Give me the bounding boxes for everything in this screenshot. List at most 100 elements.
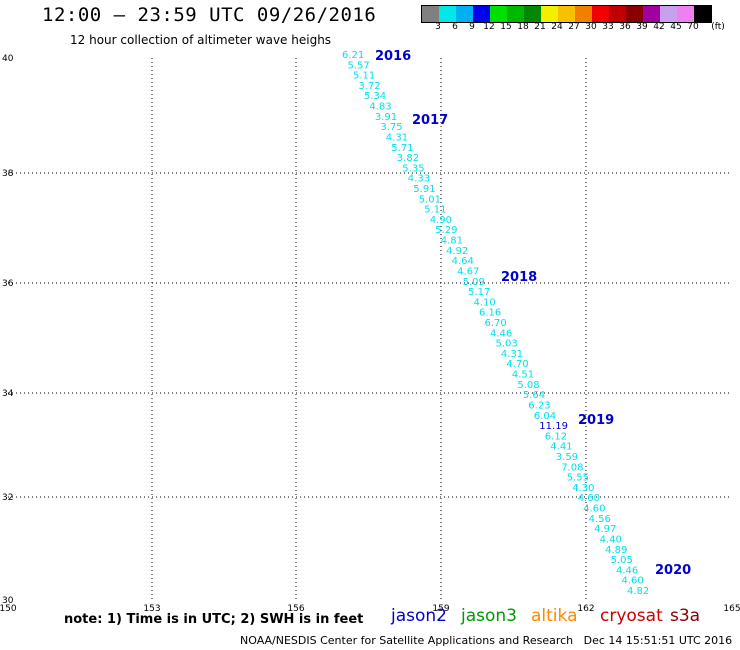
color-scale-label: 45	[670, 22, 682, 32]
longitude-tick: 162	[577, 604, 594, 614]
color-scale-unit: (ft)	[711, 22, 725, 32]
swh-value: 4.41	[550, 442, 572, 453]
latitude-tick: 38	[2, 169, 14, 179]
swh-value: 4.83	[369, 102, 391, 113]
satellite-legend-item: s3a	[670, 606, 701, 626]
swh-value: 3.59	[556, 452, 578, 463]
color-scale-label: 70	[687, 22, 699, 32]
swh-value: 6.70	[485, 318, 507, 329]
longitude-tick: 153	[143, 604, 160, 614]
satellite-legend-item: cryosat	[600, 606, 663, 626]
swh-value: 5.03	[496, 339, 518, 350]
swh-value: 4.46	[616, 565, 638, 576]
longitude-tick: 165	[723, 604, 740, 614]
credit-text: NOAA/NESDIS Center for Satellite Applica…	[240, 634, 574, 647]
color-swatch	[439, 6, 456, 22]
color-swatch	[524, 6, 541, 22]
color-scale-label: 30	[585, 22, 597, 32]
color-swatch	[592, 6, 609, 22]
latitude-tick: 32	[2, 493, 13, 503]
color-swatch	[643, 6, 660, 22]
swh-value: 3.72	[358, 81, 380, 92]
swh-value: 5.57	[348, 60, 370, 71]
swh-value: 4.89	[605, 545, 627, 556]
swh-value: 4.60	[578, 493, 600, 504]
swh-value: 4.56	[589, 514, 611, 525]
color-swatch	[626, 6, 643, 22]
color-swatch	[660, 6, 677, 22]
swh-value: 4.70	[506, 359, 528, 370]
map-title: 12:00 — 23:59 UTC 09/26/2016	[42, 4, 377, 26]
swh-value: 4.46	[490, 328, 512, 339]
latitude-tick: 34	[2, 389, 14, 399]
swh-value: 5.17	[468, 287, 490, 298]
swh-value: 4.33	[408, 174, 430, 185]
swh-value: 4.60	[622, 576, 644, 587]
swh-value: 5.29	[435, 225, 457, 236]
color-scale-label: 9	[469, 22, 475, 32]
swh-value: 5.34	[364, 91, 386, 102]
units-note: note: 1) Time is in UTC; 2) SWH is in fe…	[64, 612, 364, 627]
hour-label: 2018	[501, 270, 537, 285]
color-swatch	[558, 6, 575, 22]
color-swatch	[694, 6, 711, 22]
hour-label: 2017	[412, 113, 448, 128]
satellite-legend-item: jason3	[461, 606, 517, 626]
swh-value: 6.23	[528, 401, 550, 412]
satellite-track: 6.215.57 5.11 3.725.344.833.913.75 4.31 5.71…	[342, 50, 649, 597]
swh-value: 3.75	[380, 122, 402, 133]
hour-labels: 2016 2017 2018 2019 2020	[375, 49, 691, 578]
map-subtitle: 12 hour collection of altimeter wave hei…	[70, 33, 332, 47]
swh-value: 5.64	[523, 390, 545, 401]
color-scale-bar	[421, 5, 712, 23]
swh-value: 5.01	[419, 194, 441, 205]
longitude-tick: 150	[0, 604, 17, 614]
color-swatch	[507, 6, 524, 22]
color-scale-label: 18	[517, 22, 529, 32]
swh-value: 3.82	[397, 153, 419, 164]
swh-value: 4.82	[627, 586, 649, 597]
swh-value: 6.16	[479, 308, 501, 319]
swh-value: 6.12	[545, 431, 567, 442]
color-swatch	[575, 6, 592, 22]
swh-value: 4.92	[446, 246, 468, 257]
swh-value: 3.91	[375, 112, 397, 123]
color-swatch	[677, 6, 694, 22]
hour-label: 2016	[375, 49, 411, 64]
swh-value: 5.11	[424, 205, 446, 216]
color-scale-label: 21	[534, 22, 546, 32]
color-scale-label: 6	[452, 22, 458, 32]
color-scale-label: 39	[636, 22, 648, 32]
swh-value: 5.71	[391, 143, 413, 154]
color-swatch	[541, 6, 558, 22]
swh-value: 11.19	[539, 421, 568, 432]
color-swatch	[609, 6, 626, 22]
swh-value: 4.31	[501, 349, 523, 360]
swh-value: 4.10	[474, 297, 496, 308]
swh-value: 4.60	[583, 504, 605, 515]
credit-line: NOAA/NESDIS Center for Satellite Applica…	[240, 634, 732, 647]
map-grid	[8, 58, 732, 600]
color-scale-label: 33	[602, 22, 614, 32]
color-swatch	[456, 6, 473, 22]
swh-value: 5.05	[611, 555, 633, 566]
color-scale-label: 42	[653, 22, 665, 32]
longitude-tick: 159	[432, 604, 449, 614]
generated-timestamp: Dec 14 15:51:51 UTC 2016	[583, 634, 733, 647]
color-scale-label: 24	[551, 22, 563, 32]
swh-value: 4.67	[457, 267, 479, 278]
color-swatch	[422, 6, 439, 22]
swh-value: 7.08	[561, 462, 583, 473]
color-swatch	[490, 6, 507, 22]
swh-value: 4.40	[600, 535, 622, 546]
swh-value: 4.51	[512, 370, 534, 381]
swh-value: 6.21	[342, 50, 364, 61]
swh-value: 4.64	[452, 256, 474, 267]
swh-value: 5.91	[413, 184, 435, 195]
swh-value: 5.09	[463, 277, 485, 288]
latitude-tick: 30	[2, 596, 14, 606]
swh-value: 4.90	[430, 215, 452, 226]
swh-value: 5.55	[567, 473, 589, 484]
